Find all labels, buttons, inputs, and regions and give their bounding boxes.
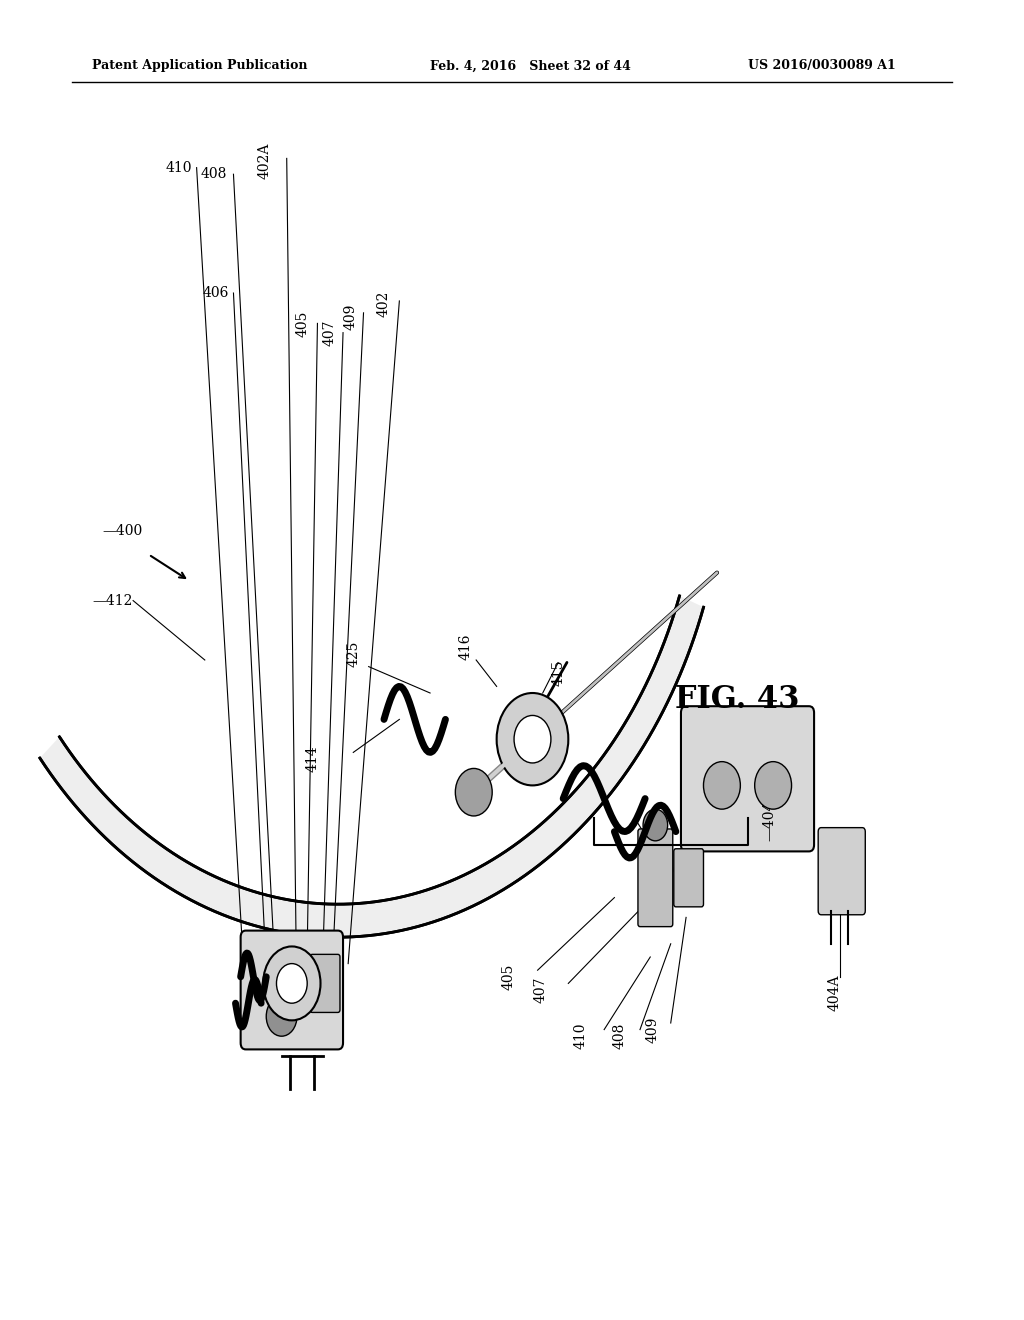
- Text: FIG. 43: FIG. 43: [675, 684, 800, 715]
- Text: 409: 409: [645, 1016, 659, 1043]
- Text: 406: 406: [655, 865, 682, 878]
- Text: 402A: 402A: [257, 143, 271, 180]
- Text: 405: 405: [295, 310, 309, 337]
- FancyBboxPatch shape: [681, 706, 814, 851]
- Text: 415: 415: [551, 660, 565, 686]
- Circle shape: [703, 762, 740, 809]
- Text: 405: 405: [502, 964, 516, 990]
- FancyBboxPatch shape: [310, 954, 340, 1012]
- Text: 406: 406: [203, 286, 229, 300]
- Circle shape: [514, 715, 551, 763]
- Text: 408: 408: [201, 168, 227, 181]
- Text: US 2016/0030089 A1: US 2016/0030089 A1: [748, 59, 895, 73]
- Circle shape: [755, 762, 792, 809]
- Circle shape: [263, 946, 321, 1020]
- Text: —412: —412: [92, 594, 132, 607]
- PathPatch shape: [40, 595, 703, 937]
- Text: 416: 416: [459, 634, 473, 660]
- FancyBboxPatch shape: [638, 829, 673, 927]
- Circle shape: [266, 997, 297, 1036]
- FancyBboxPatch shape: [818, 828, 865, 915]
- Text: Feb. 4, 2016   Sheet 32 of 44: Feb. 4, 2016 Sheet 32 of 44: [430, 59, 631, 73]
- Text: 404A: 404A: [827, 974, 842, 1011]
- Text: 410: 410: [166, 161, 193, 174]
- Text: 408: 408: [612, 1023, 627, 1049]
- Text: 402: 402: [377, 290, 391, 317]
- Text: 407: 407: [534, 977, 548, 1003]
- Text: 410: 410: [573, 1023, 588, 1049]
- Text: —404: —404: [763, 801, 777, 841]
- Text: —400: —400: [102, 524, 142, 537]
- FancyBboxPatch shape: [674, 849, 703, 907]
- FancyBboxPatch shape: [241, 931, 343, 1049]
- Circle shape: [643, 809, 668, 841]
- Circle shape: [456, 768, 493, 816]
- Text: 425: 425: [346, 640, 360, 667]
- Circle shape: [497, 693, 568, 785]
- Circle shape: [276, 964, 307, 1003]
- Text: Patent Application Publication: Patent Application Publication: [92, 59, 307, 73]
- Text: 409: 409: [343, 304, 357, 330]
- Text: 414: 414: [305, 746, 319, 772]
- Text: 407: 407: [323, 319, 337, 346]
